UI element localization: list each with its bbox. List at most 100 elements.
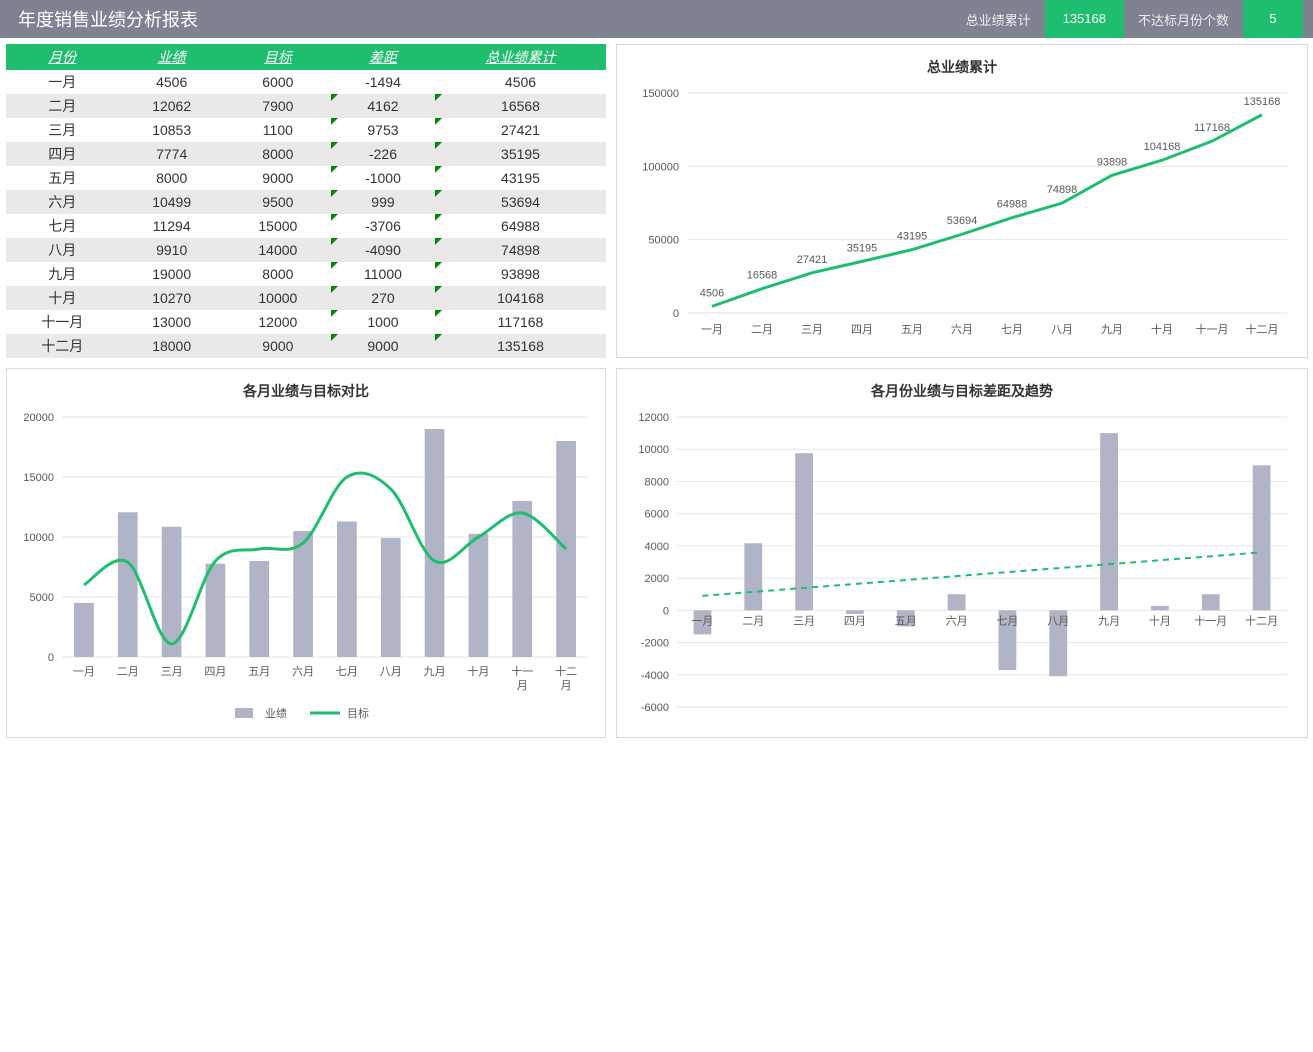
svg-text:业绩: 业绩	[265, 707, 287, 720]
svg-text:100000: 100000	[642, 161, 679, 173]
svg-text:-6000: -6000	[641, 702, 669, 714]
table-cell: 10853	[119, 118, 225, 142]
col-header: 差距	[331, 44, 435, 70]
table-cell: 五月	[6, 166, 119, 190]
svg-text:五月: 五月	[901, 324, 923, 336]
table-cell: 7900	[225, 94, 331, 118]
svg-text:64988: 64988	[997, 199, 1028, 211]
table-row: 九月1900080001100093898	[6, 262, 606, 286]
col-header: 目标	[225, 44, 331, 70]
svg-text:九月: 九月	[1098, 614, 1120, 627]
table-cell: 64988	[435, 214, 606, 238]
svg-text:27421: 27421	[797, 254, 828, 266]
table-cell: 12062	[119, 94, 225, 118]
chart-compare: 各月业绩与目标对比 05000100001500020000一月二月三月四月五月…	[6, 368, 606, 738]
table-cell: 74898	[435, 238, 606, 262]
table-cell: 1100	[225, 118, 331, 142]
svg-text:4506: 4506	[700, 287, 724, 299]
chart-cumulative: 总业绩累计 050000100000150000一月二月三月四月五月六月七月八月…	[616, 44, 1308, 358]
svg-text:-2000: -2000	[641, 638, 669, 650]
svg-text:十二: 十二	[555, 664, 577, 678]
svg-text:七月: 七月	[996, 614, 1018, 627]
table-row: 二月120627900416216568	[6, 94, 606, 118]
svg-text:2000: 2000	[645, 573, 669, 585]
svg-text:10000: 10000	[23, 532, 54, 544]
table-row: 十一月13000120001000117168	[6, 310, 606, 334]
svg-text:104168: 104168	[1144, 141, 1181, 153]
table-cell: 9753	[331, 118, 435, 142]
svg-text:0: 0	[673, 308, 679, 320]
table-cell: 18000	[119, 334, 225, 358]
table-cell: 19000	[119, 262, 225, 286]
svg-text:月: 月	[517, 680, 528, 692]
table-row: 八月991014000-409074898	[6, 238, 606, 262]
table-cell: 53694	[435, 190, 606, 214]
chart-gap: 各月份业绩与目标差距及趋势 -6000-4000-200002000400060…	[616, 368, 1308, 738]
svg-text:93898: 93898	[1097, 156, 1128, 168]
svg-text:十月: 十月	[1149, 613, 1171, 627]
svg-text:一月: 一月	[691, 615, 713, 627]
svg-text:二月: 二月	[117, 666, 139, 678]
svg-text:117168: 117168	[1194, 122, 1230, 134]
svg-text:十二月: 十二月	[1246, 322, 1279, 336]
stat-under-label: 不达标月份个数	[1124, 10, 1243, 29]
table-cell: 十二月	[6, 334, 119, 358]
chart-gap-title: 各月份业绩与目标差距及趋势	[617, 369, 1307, 407]
svg-text:20000: 20000	[23, 412, 54, 424]
svg-text:十一月: 十一月	[1196, 322, 1229, 336]
table-cell: 4506	[119, 70, 225, 94]
table-cell: 1000	[331, 310, 435, 334]
table-cell: 117168	[435, 310, 606, 334]
chart-compare-title: 各月业绩与目标对比	[7, 369, 605, 407]
svg-text:十二月: 十二月	[1245, 613, 1278, 627]
report-header: 年度销售业绩分析报表 总业绩累计 135168 不达标月份个数 5	[0, 0, 1313, 38]
table-row: 十二月1800090009000135168	[6, 334, 606, 358]
stat-under-value: 5	[1243, 0, 1303, 38]
svg-text:六月: 六月	[946, 614, 968, 627]
table-cell: -4090	[331, 238, 435, 262]
table-cell: 16568	[435, 94, 606, 118]
table-cell: 14000	[225, 238, 331, 262]
table-cell: 9500	[225, 190, 331, 214]
table-row: 六月10499950099953694	[6, 190, 606, 214]
table-cell: 10000	[225, 286, 331, 310]
svg-text:53694: 53694	[947, 215, 978, 227]
table-cell: 十一月	[6, 310, 119, 334]
table-cell: 8000	[225, 262, 331, 286]
svg-text:10000: 10000	[638, 444, 669, 456]
svg-text:35195: 35195	[847, 242, 878, 254]
svg-text:二月: 二月	[751, 324, 773, 336]
svg-text:十月: 十月	[1151, 322, 1173, 336]
svg-text:0: 0	[663, 605, 669, 617]
svg-text:十月: 十月	[467, 664, 489, 678]
svg-text:六月: 六月	[951, 323, 973, 336]
svg-text:0: 0	[48, 652, 54, 664]
table-cell: 10499	[119, 190, 225, 214]
table-cell: 6000	[225, 70, 331, 94]
svg-text:74898: 74898	[1047, 184, 1078, 196]
table-cell: 11000	[331, 262, 435, 286]
svg-text:一月: 一月	[701, 324, 723, 336]
table-cell: 43195	[435, 166, 606, 190]
table-row: 三月108531100975327421	[6, 118, 606, 142]
svg-text:16568: 16568	[747, 270, 778, 282]
table-cell: 七月	[6, 214, 119, 238]
table-cell: 104168	[435, 286, 606, 310]
table-cell: 4162	[331, 94, 435, 118]
table-cell: 9000	[331, 334, 435, 358]
table-cell: 一月	[6, 70, 119, 94]
svg-text:150000: 150000	[642, 88, 679, 100]
svg-text:三月: 三月	[161, 666, 183, 678]
table-cell: 35195	[435, 142, 606, 166]
svg-text:43195: 43195	[897, 231, 928, 243]
table-cell: -1000	[331, 166, 435, 190]
table-row: 四月77748000-22635195	[6, 142, 606, 166]
table-cell: 8000	[119, 166, 225, 190]
table-cell: 八月	[6, 238, 119, 262]
svg-text:4000: 4000	[645, 541, 669, 553]
table-cell: 10270	[119, 286, 225, 310]
svg-text:五月: 五月	[895, 615, 917, 627]
table-cell: 270	[331, 286, 435, 310]
table-cell: 13000	[119, 310, 225, 334]
svg-text:三月: 三月	[801, 324, 823, 336]
